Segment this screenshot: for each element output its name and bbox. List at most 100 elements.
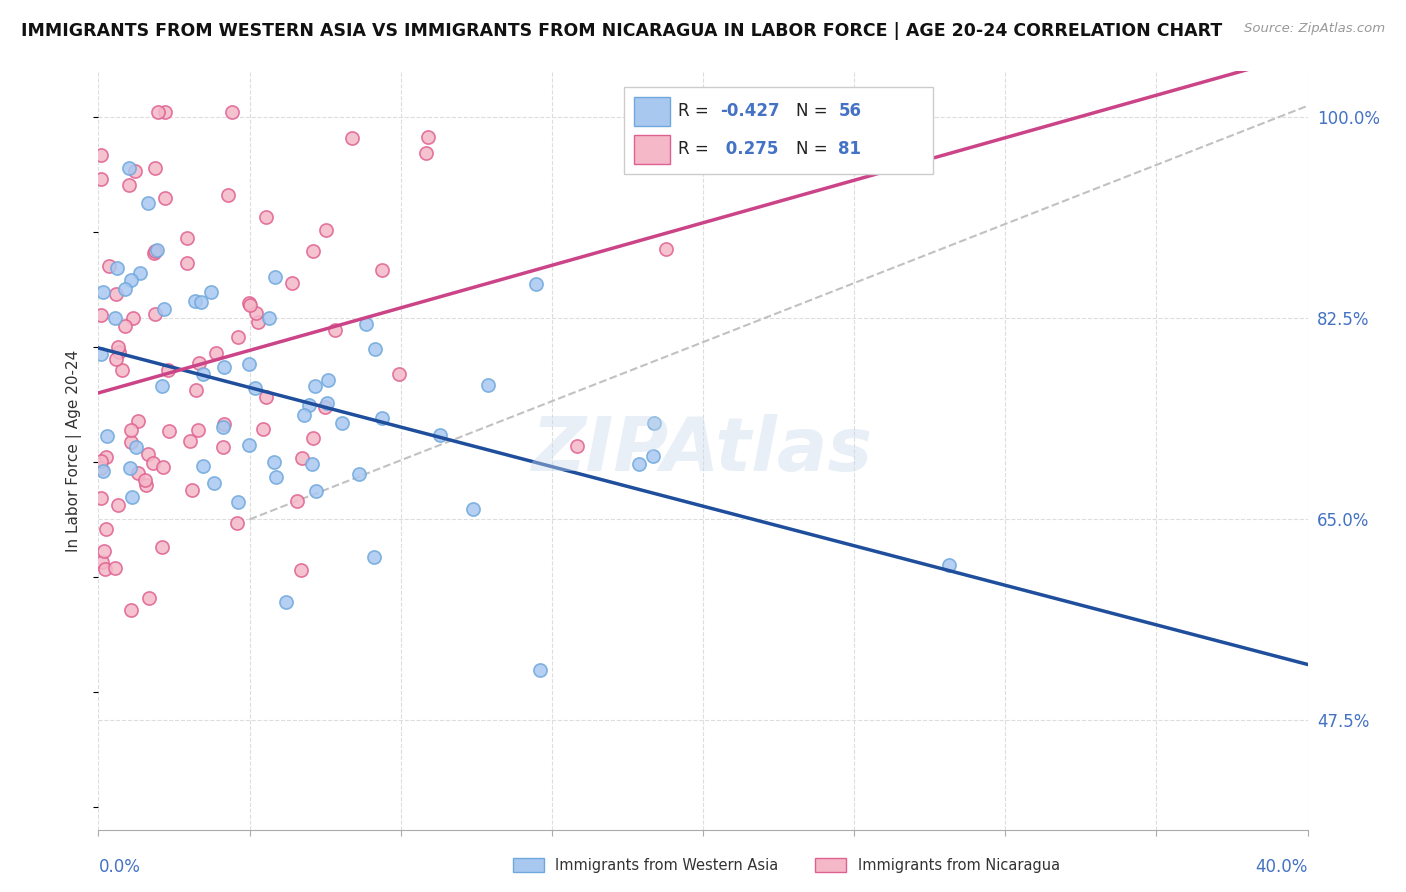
Text: ZIPAtlas: ZIPAtlas (533, 414, 873, 487)
Text: 56: 56 (838, 102, 862, 120)
Point (114, 282, 136, 296)
Point (290, 563, 312, 577)
Point (643, 450, 665, 464)
Point (108, 345, 131, 359)
Text: 81: 81 (838, 139, 862, 158)
Point (98, 259, 121, 273)
Point (104, 560, 127, 574)
Text: N =: N = (796, 102, 832, 120)
Point (356, 317, 378, 331)
Point (225, 516, 247, 530)
Point (340, 130, 363, 145)
Point (263, 269, 285, 284)
Point (429, 428, 451, 442)
Point (221, 104, 243, 119)
Point (157, 424, 180, 438)
Point (193, 367, 215, 381)
Point (127, 467, 149, 481)
Point (200, 285, 222, 299)
Point (143, 307, 166, 321)
Point (127, 414, 149, 428)
Text: IMMIGRANTS FROM WESTERN ASIA VS IMMIGRANTS FROM NICARAGUA IN LABOR FORCE | AGE 2: IMMIGRANTS FROM WESTERN ASIA VS IMMIGRAN… (21, 22, 1222, 40)
Point (96, 450, 118, 464)
Point (134, 473, 156, 487)
Point (120, 273, 142, 287)
Point (153, 104, 176, 119)
Point (148, 104, 170, 119)
Point (217, 188, 239, 202)
Point (156, 362, 179, 376)
Point (238, 296, 260, 310)
Point (477, 377, 499, 392)
Point (314, 400, 336, 414)
Point (226, 495, 249, 509)
Point (135, 478, 157, 492)
Text: R =: R = (678, 139, 714, 158)
Point (315, 223, 337, 237)
Text: Source: ZipAtlas.com: Source: ZipAtlas.com (1244, 22, 1385, 36)
Point (388, 368, 411, 382)
Point (529, 663, 551, 677)
Point (122, 311, 145, 326)
Point (202, 476, 225, 491)
Point (152, 460, 174, 475)
Point (316, 396, 339, 410)
Point (205, 346, 228, 360)
Point (94, 562, 117, 576)
Point (187, 423, 209, 437)
Point (418, 129, 440, 144)
Point (128, 266, 150, 280)
Point (643, 416, 665, 430)
Point (254, 210, 277, 224)
Point (276, 595, 298, 609)
Point (347, 467, 370, 482)
Point (104, 311, 127, 326)
Point (285, 493, 308, 508)
Point (188, 356, 211, 370)
FancyBboxPatch shape (634, 97, 671, 126)
Point (90, 491, 112, 505)
Point (105, 261, 128, 276)
Text: Immigrants from Nicaragua: Immigrants from Nicaragua (858, 858, 1060, 872)
Point (107, 498, 129, 512)
Point (180, 483, 202, 497)
Point (238, 357, 260, 371)
Point (183, 293, 205, 308)
Point (363, 550, 385, 565)
Point (245, 306, 267, 320)
Point (938, 558, 960, 573)
Point (176, 231, 198, 245)
Text: R =: R = (678, 102, 714, 120)
Point (114, 318, 136, 333)
Point (94, 522, 117, 536)
Point (90, 347, 112, 361)
Point (243, 381, 266, 395)
Point (90, 147, 112, 161)
FancyBboxPatch shape (624, 87, 932, 174)
Point (291, 451, 314, 466)
Point (214, 359, 236, 374)
Point (120, 435, 142, 450)
Point (143, 161, 166, 176)
Point (363, 342, 385, 356)
Point (136, 447, 159, 461)
Point (212, 441, 235, 455)
Point (90, 460, 112, 475)
Point (415, 146, 437, 161)
Text: 40.0%: 40.0% (1256, 858, 1308, 876)
Point (118, 161, 141, 176)
Point (143, 246, 166, 260)
Point (264, 470, 287, 484)
Point (120, 602, 142, 616)
Point (105, 287, 128, 301)
Point (330, 416, 353, 430)
Point (143, 244, 166, 258)
Point (323, 323, 346, 337)
Point (259, 311, 281, 326)
Point (107, 340, 129, 354)
Point (252, 422, 274, 436)
Point (226, 330, 249, 344)
FancyBboxPatch shape (634, 135, 671, 164)
Point (124, 164, 146, 178)
Point (179, 434, 201, 449)
